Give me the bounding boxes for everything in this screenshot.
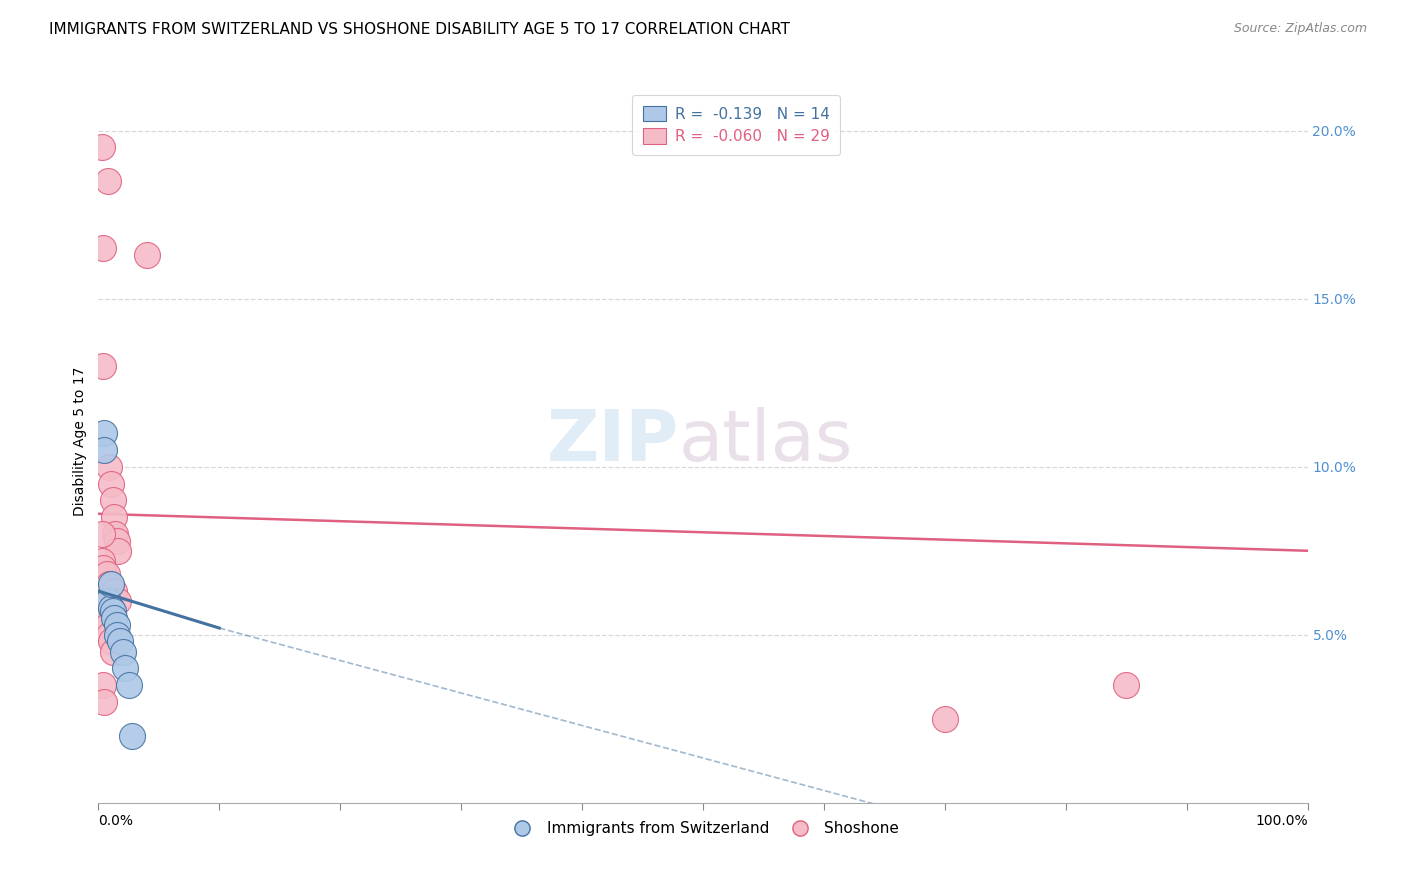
Point xyxy=(97,617,120,632)
Point xyxy=(118,678,141,692)
Text: IMMIGRANTS FROM SWITZERLAND VS SHOSHONE DISABILITY AGE 5 TO 17 CORRELATION CHART: IMMIGRANTS FROM SWITZERLAND VS SHOSHONE … xyxy=(49,22,790,37)
Point xyxy=(91,554,114,568)
Point xyxy=(105,628,128,642)
Point xyxy=(96,567,118,582)
Text: ZIP: ZIP xyxy=(547,407,679,476)
Point xyxy=(107,543,129,558)
Text: Source: ZipAtlas.com: Source: ZipAtlas.com xyxy=(1233,22,1367,36)
Legend: Immigrants from Switzerland, Shoshone: Immigrants from Switzerland, Shoshone xyxy=(501,815,905,842)
Point xyxy=(93,695,115,709)
Point xyxy=(91,140,114,154)
Y-axis label: Disability Age 5 to 17: Disability Age 5 to 17 xyxy=(73,367,87,516)
Point xyxy=(1115,678,1137,692)
Point xyxy=(103,510,125,524)
Point xyxy=(93,442,115,457)
Point xyxy=(111,644,134,658)
Point xyxy=(101,493,124,508)
Point xyxy=(93,611,115,625)
Point xyxy=(135,248,157,262)
Point xyxy=(100,577,122,591)
Point xyxy=(100,634,122,648)
Point xyxy=(104,527,127,541)
Point xyxy=(91,678,114,692)
Point xyxy=(91,241,114,255)
Point xyxy=(101,604,124,618)
Text: atlas: atlas xyxy=(679,407,853,476)
Point xyxy=(114,661,136,675)
Point xyxy=(97,174,120,188)
Point xyxy=(100,476,122,491)
Text: 100.0%: 100.0% xyxy=(1256,814,1308,828)
Point xyxy=(105,617,128,632)
Point xyxy=(91,359,114,373)
Text: 0.0%: 0.0% xyxy=(98,814,134,828)
Point xyxy=(103,584,125,599)
Point xyxy=(107,594,129,608)
Point xyxy=(108,634,131,648)
Point xyxy=(105,533,128,548)
Point xyxy=(98,628,121,642)
Point xyxy=(91,560,114,574)
Point xyxy=(97,594,120,608)
Point xyxy=(934,712,956,726)
Point xyxy=(121,729,143,743)
Point xyxy=(103,611,125,625)
Point xyxy=(101,644,124,658)
Point xyxy=(93,426,115,441)
Point xyxy=(100,600,122,615)
Point xyxy=(98,577,121,591)
Point xyxy=(98,459,121,474)
Point xyxy=(91,527,114,541)
Point xyxy=(91,600,114,615)
